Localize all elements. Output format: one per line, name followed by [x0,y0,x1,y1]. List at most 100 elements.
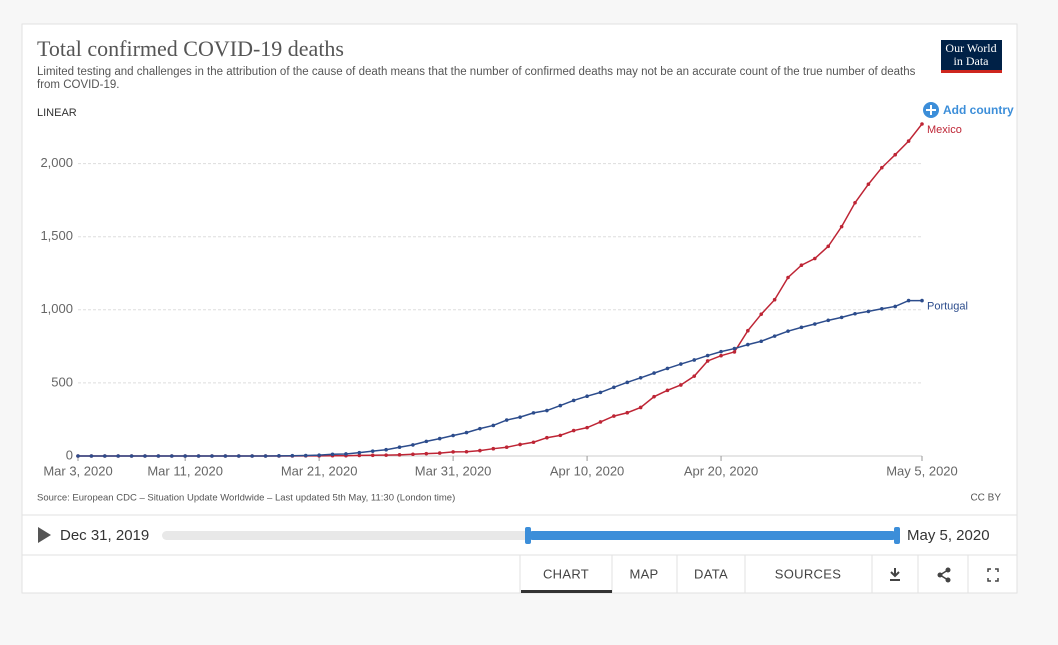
fullscreen-icon[interactable] [987,568,999,582]
data-point [746,328,750,333]
data-point [263,454,268,458]
y-tick-label: 1,500 [40,228,73,243]
tab-dividers [519,555,969,593]
series-label: Portugal [927,301,968,313]
x-tick-label: May 5, 2020 [886,463,958,478]
data-point [451,433,455,438]
data-point [223,454,228,458]
data-point [866,182,871,187]
add-country[interactable]: Add country [943,103,1014,117]
license[interactable]: CC BY [970,493,1001,504]
data-point [478,448,482,453]
subtitle-box: Limited testing and challenges in the at… [37,66,915,91]
data-point [545,435,549,440]
data-point [893,152,898,157]
data-point [585,394,589,399]
data-point [826,318,831,323]
tab[interactable]: MAP [629,566,658,581]
x-tick-label: Apr 10, 2020 [550,463,624,478]
data-point [357,450,362,455]
data-point [652,371,656,375]
data-point [437,451,442,455]
add-icon-plus [926,105,936,115]
data-point [638,405,643,410]
card [21,23,1018,594]
data-point [853,200,857,205]
data-point [880,306,884,311]
source: Source: European CDC – Situation Update … [37,493,455,504]
timeline-handle[interactable] [525,527,531,544]
data-point [679,383,683,387]
data-point [411,443,415,447]
logo-bar [941,70,1002,73]
data-point [571,398,576,403]
data-point [290,453,295,458]
data-point [129,454,134,458]
data-point [504,445,509,450]
data-point [880,165,884,170]
data-point [625,380,630,385]
data-point [598,390,603,395]
data-point [102,454,107,458]
data-point [786,275,790,280]
data-point [357,453,362,458]
data-point [531,440,536,445]
x-tick-label: Apr 20, 2020 [684,463,758,478]
tab[interactable]: DATA [694,566,728,581]
tab[interactable]: SOURCES [775,566,841,581]
data-point [330,452,335,457]
play-button[interactable] [38,527,51,543]
timeline-range[interactable] [528,531,897,540]
data-point [759,339,764,344]
data-point [451,450,455,454]
tab[interactable]: CHART [543,566,589,581]
data-point [772,334,777,338]
data-point [786,329,790,333]
data-point [692,358,697,362]
logo [941,40,1002,73]
data-point [705,353,710,358]
y-tick-label: 1,000 [40,301,73,316]
data-point [370,453,375,458]
data-point [397,445,402,450]
data-point [491,423,496,428]
data-point [491,446,496,451]
data-point [384,453,388,457]
data-point [250,454,254,458]
data-point [76,454,80,458]
data-point [585,425,589,430]
logo-text: in Data [954,54,990,68]
data-point [210,454,214,458]
share-icon[interactable] [937,567,951,583]
data-point [612,385,616,390]
download-icon[interactable] [890,568,900,581]
data-point [89,454,94,458]
data-point [772,297,777,302]
scale-toggle[interactable]: LINEAR [37,107,77,119]
x-tick-label: Mar 3, 2020 [43,463,112,478]
data-point [665,388,670,393]
x-tick-label: Mar 31, 2020 [415,463,492,478]
data-point [746,342,750,347]
data-point [143,454,147,458]
data-point [813,256,817,261]
data-point [853,311,857,316]
timeline-handle[interactable] [894,527,900,544]
data-point [478,426,482,431]
data-point [612,414,616,418]
data-point [638,375,643,380]
data-point [826,244,831,249]
data-point [156,454,161,458]
data-point [598,420,603,424]
series-label: Mexico [927,124,962,136]
x-tick-label: Mar 11, 2020 [147,463,223,478]
data-point [679,362,683,366]
data-point [866,309,871,314]
data-point [839,224,844,229]
plot: 0 500 1,000 1,500 2,000 Mar 3, 2020 Mar 11, 20… [40,122,968,478]
data-point [370,449,375,453]
data-point [344,452,348,456]
data-point [545,408,549,413]
data-point [183,454,187,458]
